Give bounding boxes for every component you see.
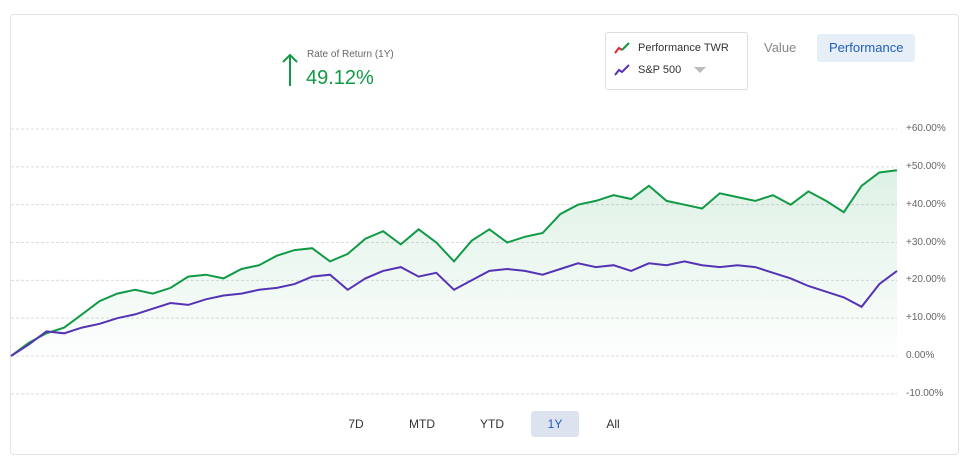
line-chart-icon xyxy=(614,64,630,76)
value-toggle-button[interactable]: Value xyxy=(764,40,797,55)
range-button-7d[interactable]: 7D xyxy=(348,417,364,431)
legend-item-sp500[interactable]: S&P 500 xyxy=(614,63,707,77)
y-tick-label: +40.00% xyxy=(906,198,946,210)
y-tick-label: +10.00% xyxy=(906,312,946,324)
rate-of-return-value: 49.12% xyxy=(306,67,374,89)
legend-item-performance-twr[interactable]: Performance TWR xyxy=(614,41,729,55)
range-button-1y[interactable]: 1Y xyxy=(531,411,579,437)
y-tick-label: -10.00% xyxy=(906,387,944,399)
arrow-up-icon xyxy=(282,53,298,86)
y-tick-label: +20.00% xyxy=(906,274,946,286)
sp500-line xyxy=(10,260,898,357)
y-tick-label: +30.00% xyxy=(906,236,946,248)
line-chart-icon xyxy=(614,42,630,54)
legend-label: S&P 500 xyxy=(638,64,682,76)
legend-label: Performance TWR xyxy=(638,42,729,54)
performance-twr-line xyxy=(10,169,898,357)
range-button-all[interactable]: All xyxy=(606,417,620,431)
performance-area-fill xyxy=(11,170,897,356)
range-button-ytd[interactable]: YTD xyxy=(480,417,504,431)
y-tick-label: 0.00% xyxy=(906,350,935,361)
performance-toggle-button[interactable]: Performance xyxy=(817,34,916,62)
y-tick-label: +50.00% xyxy=(906,160,946,172)
rate-of-return-label: Rate of Return (1Y) xyxy=(307,49,394,60)
chevron-down-icon[interactable] xyxy=(694,67,707,73)
chart-legend: Performance TWR S&P 500 xyxy=(605,32,748,90)
y-tick-label: +60.00% xyxy=(906,123,946,134)
range-button-mtd[interactable]: MTD xyxy=(409,417,435,431)
